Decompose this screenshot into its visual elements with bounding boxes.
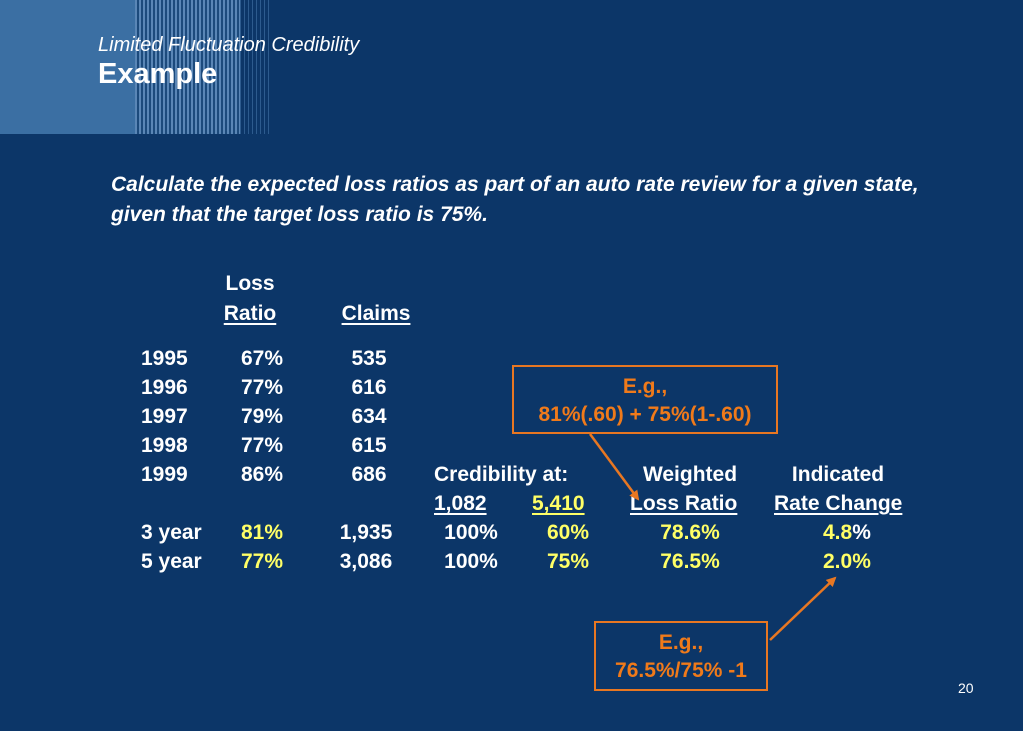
rate-change-value: 4.8: [823, 521, 853, 544]
summary-rate-change: 4.8%: [823, 520, 871, 546]
header-cred-5410: 5,410: [532, 492, 585, 515]
summary-label: 3 year: [141, 521, 202, 544]
claims-cell: 634: [351, 405, 387, 428]
callout-weighted-formula: E.g., 81%(.60) + 75%(1-.60): [512, 365, 778, 434]
year-cell: 1996: [141, 376, 188, 399]
header-indicated: Indicated: [791, 463, 885, 486]
loss-ratio-cell: 77%: [240, 376, 284, 399]
loss-ratio-cell: 79%: [240, 405, 284, 428]
loss-ratio-cell: 67%: [240, 347, 284, 370]
year-cell: 1995: [141, 347, 188, 370]
page-number: 20: [958, 680, 974, 696]
summary-loss-ratio: 77%: [240, 550, 284, 573]
summary-claims: 1,935: [339, 521, 393, 544]
arrow-to-weighted: [588, 433, 640, 501]
summary-rate-change: 2.0%: [823, 549, 871, 575]
summary-label: 5 year: [141, 550, 202, 573]
claims-cell: 616: [351, 376, 387, 399]
summary-cred-5410: 75%: [546, 550, 590, 573]
summary-weighted: 78.6%: [660, 521, 720, 544]
slide-subtitle: Limited Fluctuation Credibility: [98, 34, 360, 56]
callout-line: 81%(.60) + 75%(1-.60): [538, 403, 752, 426]
slide-title: Example: [98, 58, 218, 90]
callout-line: 76.5%/75% -1: [615, 659, 747, 682]
year-cell: 1998: [141, 434, 188, 457]
callout-line: E.g.,: [622, 375, 668, 398]
summary-claims: 3,086: [339, 550, 393, 573]
summary-cred-1082: 100%: [444, 550, 498, 573]
year-cell: 1999: [141, 463, 188, 486]
corner-decoration: [0, 0, 135, 134]
header-loss: Loss: [225, 272, 275, 295]
loss-ratio-cell: 86%: [240, 463, 284, 486]
header-weighted: Weighted: [642, 463, 738, 486]
header-weighted-loss-ratio: Loss Ratio: [630, 492, 738, 515]
year-cell: 1997: [141, 405, 188, 428]
summary-cred-5410: 60%: [546, 521, 590, 544]
header-ratio: Ratio: [223, 302, 277, 325]
callout-rate-change-formula: E.g., 76.5%/75% -1: [594, 621, 768, 691]
rate-change-value: 2.0%: [823, 550, 871, 573]
header-cred-1082: 1,082: [434, 492, 487, 515]
header-rate-change: Rate Change: [774, 492, 903, 515]
corner-stripes: [135, 0, 240, 134]
rate-change-percent: %: [852, 521, 871, 544]
header-claims: Claims: [341, 302, 411, 325]
claims-cell: 535: [351, 347, 387, 370]
summary-weighted: 76.5%: [660, 550, 720, 573]
summary-cred-1082: 100%: [444, 521, 498, 544]
claims-cell: 686: [351, 463, 387, 486]
loss-ratio-cell: 77%: [240, 434, 284, 457]
callout-line: E.g.,: [658, 631, 704, 654]
header-credibility-at: Credibility at:: [434, 463, 569, 486]
summary-loss-ratio: 81%: [240, 521, 284, 544]
claims-cell: 615: [351, 434, 387, 457]
corner-stripes-faint: [240, 0, 270, 134]
intro-text: Calculate the expected loss ratios as pa…: [111, 173, 919, 226]
arrow-to-rate-change: [769, 576, 837, 641]
